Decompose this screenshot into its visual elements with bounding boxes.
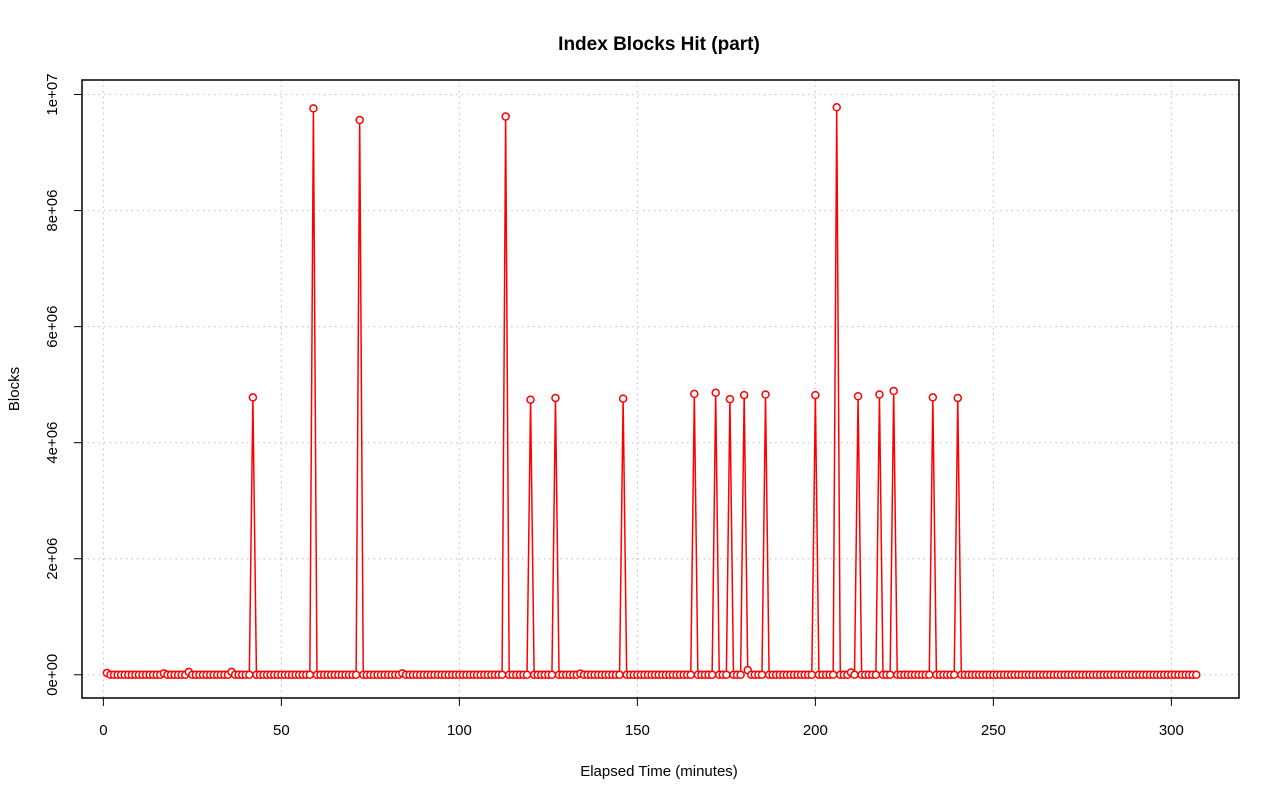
data-point — [615, 670, 624, 680]
data-point — [551, 393, 560, 403]
y-tick-label: 0e+00 — [44, 654, 61, 696]
data-point — [1192, 670, 1201, 680]
data-point — [953, 393, 963, 403]
y-axis-label: Blocks — [6, 367, 23, 411]
x-tick-label: 0 — [99, 722, 107, 739]
data-point — [690, 389, 699, 399]
data-point — [526, 395, 535, 404]
data-point — [875, 390, 884, 399]
data-point — [885, 670, 895, 680]
x-tick-label: 250 — [981, 722, 1006, 739]
data-point — [351, 670, 361, 680]
x-tick-label: 200 — [803, 722, 828, 739]
data-point — [309, 104, 318, 113]
series — [102, 103, 1201, 680]
data-point — [739, 390, 749, 400]
y-tick-label: 8e+06 — [44, 189, 61, 231]
data-point — [736, 670, 745, 680]
y-tick-label: 4e+06 — [44, 422, 61, 464]
chart-title: Index Blocks Hit (part) — [558, 34, 760, 55]
data-point — [522, 670, 532, 680]
data-point — [889, 386, 898, 396]
data-point — [501, 112, 510, 121]
data-point — [807, 670, 817, 680]
data-point — [707, 670, 717, 680]
y-tick-label: 6e+06 — [44, 306, 61, 348]
data-point — [618, 394, 628, 403]
y-tick-label: 1e+07 — [44, 73, 61, 115]
x-tick-label: 50 — [273, 722, 290, 739]
x-tick-label: 100 — [447, 722, 472, 739]
data-point — [828, 670, 838, 680]
data-point — [925, 670, 934, 680]
data-point — [245, 670, 254, 680]
data-point — [850, 670, 859, 680]
x-tick-label: 150 — [625, 722, 650, 739]
data-point — [811, 390, 820, 400]
x-axis-label: Elapsed Time (minutes) — [580, 763, 738, 780]
data-point — [722, 670, 731, 680]
data-point — [928, 393, 938, 402]
x-tick-label: 300 — [1159, 722, 1184, 739]
data-point — [547, 670, 557, 680]
data-point — [761, 390, 770, 399]
data-point — [871, 670, 881, 680]
x-axis: 0 50 100 150 200 250 300 — [99, 697, 1184, 739]
data-point — [711, 388, 720, 398]
data-point — [757, 670, 767, 680]
y-tick-label: 2e+06 — [44, 538, 61, 580]
data-point — [725, 394, 735, 404]
y-axis: 0e+00 2e+06 4e+06 6e+06 8e+06 1e+07 — [44, 73, 83, 696]
data-point — [832, 103, 841, 112]
data-point — [305, 670, 315, 680]
data-point — [949, 670, 959, 680]
series-line — [106, 106, 1197, 676]
data-point — [355, 115, 364, 125]
data-point — [248, 393, 258, 402]
data-point — [497, 670, 507, 680]
data-point — [853, 392, 863, 401]
data-point — [686, 670, 696, 680]
